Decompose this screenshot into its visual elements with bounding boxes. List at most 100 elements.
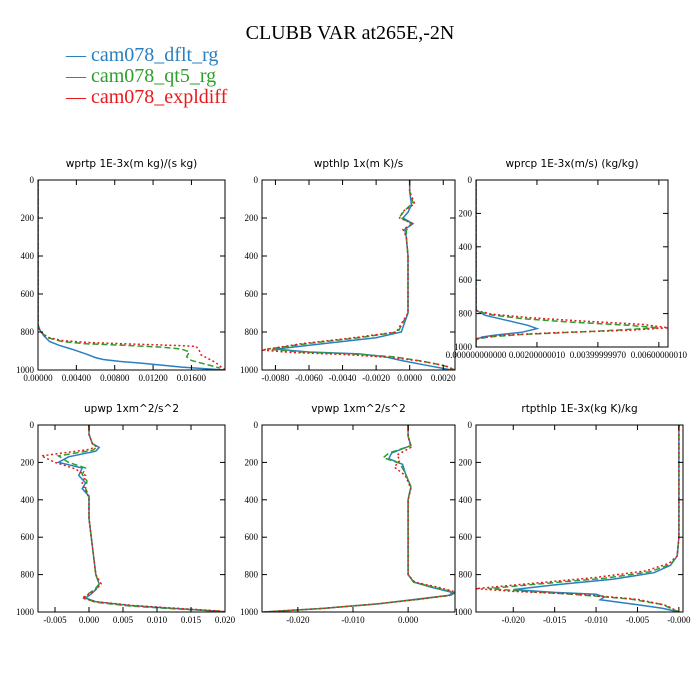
- panel-frame-0: [37, 179, 226, 371]
- ytick-label-2-0: 0: [468, 175, 473, 185]
- panel-title-0: wprtp 1E-3x(m kg)/(s kg): [66, 158, 197, 170]
- ytick-label-1-0: 0: [254, 175, 259, 185]
- legend-item-dflt: — cam078_dflt_rg: [66, 45, 218, 65]
- ytick-label-2-1: 200: [459, 208, 473, 218]
- ytick-label-2-5: 1000: [454, 342, 473, 352]
- legend-swatch-expldiff: —: [66, 86, 91, 108]
- xtick-label-0-3: 0.01200: [138, 373, 168, 383]
- xtick-label-1-1: -0.0060: [295, 373, 323, 383]
- ytick-label-0-1: 200: [21, 213, 35, 223]
- ytick-label-1-5: 1000: [240, 365, 259, 375]
- xtick-label-4-0: -0.020: [286, 615, 310, 625]
- chart-title: CLUBB VAR at265E,-2N: [245, 22, 455, 44]
- panel-frame-3: [37, 424, 226, 613]
- legend-item-qt5: — cam078_qt5_rg: [66, 66, 216, 86]
- series-line-0-0: [38, 180, 225, 370]
- panel-frame-4: [261, 424, 456, 613]
- panel-frame-2: [475, 179, 669, 348]
- xtick-label-5-3: -0.005: [626, 615, 650, 625]
- ytick-label-2-3: 600: [459, 275, 473, 285]
- xtick-label-3-2: 0.005: [113, 615, 134, 625]
- series-line-5-2: [476, 425, 680, 612]
- panel-title-1: wpthlp 1x(m K)/s: [314, 158, 404, 170]
- panel-title-5: rtpthlp 1E-3x(kg K)/kg: [521, 403, 637, 415]
- xtick-label-2-1: 0.00200000010: [509, 350, 566, 360]
- ytick-label-2-4: 800: [459, 309, 473, 319]
- series-line-4-1: [262, 425, 455, 612]
- series-line-4-0: [264, 425, 454, 612]
- xtick-label-1-2: -0.0040: [329, 373, 357, 383]
- ytick-label-1-1: 200: [245, 213, 259, 223]
- legend-label-expldiff: cam078_expldiff: [91, 86, 228, 108]
- legend-swatch-dflt: —: [66, 44, 91, 66]
- panel-title-4: vpwp 1xm^2/s^2: [311, 403, 406, 415]
- legend-label-qt5: cam078_qt5_rg: [91, 65, 217, 87]
- xtick-label-5-0: -0.020: [502, 615, 526, 625]
- ytick-label-3-0: 0: [30, 420, 35, 430]
- xtick-label-3-1: 0.000: [79, 615, 100, 625]
- ytick-label-0-3: 600: [21, 289, 35, 299]
- xtick-label-4-1: -0.010: [341, 615, 365, 625]
- xtick-label-1-0: -0.0080: [262, 373, 290, 383]
- xtick-label-2-3: 0.00600000010: [631, 350, 688, 360]
- xtick-label-4-2: 0.000: [398, 615, 419, 625]
- ytick-label-4-1: 200: [245, 457, 259, 467]
- panel-title-3: upwp 1xm^2/s^2: [84, 403, 179, 415]
- series-line-0-1: [38, 180, 221, 369]
- ytick-label-3-4: 800: [21, 570, 35, 580]
- ytick-label-5-2: 400: [459, 495, 473, 505]
- ytick-label-5-0: 0: [468, 420, 473, 430]
- ytick-label-0-4: 800: [21, 327, 35, 337]
- xtick-label-3-0: -0.005: [43, 615, 67, 625]
- panel-2: wprcp 1E-3x(m/s) (kg/kg) 0 200 400 600 800 100…: [446, 158, 688, 360]
- xtick-label-0-1: 0.00400: [62, 373, 92, 383]
- panel-frame-1: [261, 179, 456, 371]
- ytick-label-1-4: 800: [245, 327, 259, 337]
- series-line-0-2: [38, 180, 225, 370]
- xtick-label-1-5: 0.0020: [431, 373, 456, 383]
- xtick-label-1-4: 0.0000: [397, 373, 422, 383]
- xtick-label-3-4: 0.015: [181, 615, 202, 625]
- series-line-1-2: [262, 180, 455, 370]
- ytick-label-2-2: 400: [459, 242, 473, 252]
- series-line-5-0: [513, 425, 680, 612]
- panel-0: wprtp 1E-3x(m kg)/(s kg) 0 200 400 600 800 100…: [16, 158, 226, 383]
- series-line-1-1: [266, 180, 455, 370]
- xtick-label-5-4: -0.000: [667, 615, 691, 625]
- panel-title-2: wprcp 1E-3x(m/s) (kg/kg): [505, 158, 638, 170]
- ytick-label-1-2: 400: [245, 251, 259, 261]
- series-line-2-2: [476, 180, 668, 347]
- panel-4: vpwp 1xm^2/s^2 0 200 400 600 800 1000 -0.020 -0.…: [240, 403, 456, 625]
- panel-1: wpthlp 1x(m K)/s 0 200 400 600 800 1000-0.0080…: [240, 158, 456, 383]
- series-line-5-1: [488, 425, 680, 612]
- legend-swatch-qt5: —: [66, 65, 91, 87]
- ytick-label-4-0: 0: [254, 420, 259, 430]
- xtick-label-3-5: 0.020: [215, 615, 236, 625]
- ytick-label-4-4: 800: [245, 570, 259, 580]
- series-line-3-2: [38, 425, 225, 612]
- ytick-label-3-2: 400: [21, 495, 35, 505]
- ytick-label-5-5: 1000: [454, 607, 473, 617]
- xtick-label-2-2: 0.00399999970: [570, 350, 627, 360]
- xtick-label-2-0: 0.000000000000: [446, 350, 507, 360]
- ytick-label-0-5: 1000: [16, 365, 35, 375]
- panel-3: upwp 1xm^2/s^2 0 200 400 600 800 1000 -0.005 0.0…: [16, 403, 236, 625]
- ytick-label-3-1: 200: [21, 457, 35, 467]
- xtick-label-5-1: -0.015: [543, 615, 567, 625]
- series-line-2-1: [476, 180, 659, 347]
- xtick-label-1-3: -0.0020: [362, 373, 390, 383]
- ytick-label-0-2: 400: [21, 251, 35, 261]
- xtick-label-0-2: 0.00800: [100, 373, 130, 383]
- ytick-label-5-3: 600: [459, 532, 473, 542]
- series-line-3-0: [56, 425, 225, 612]
- series-line-4-2: [262, 425, 455, 612]
- ytick-label-4-2: 400: [245, 495, 259, 505]
- xtick-label-0-4: 0.01600: [177, 373, 207, 383]
- ytick-label-4-3: 600: [245, 532, 259, 542]
- ytick-label-1-3: 600: [245, 289, 259, 299]
- ytick-label-4-5: 1000: [240, 607, 259, 617]
- xtick-label-5-2: -0.010: [584, 615, 608, 625]
- xtick-label-3-3: 0.010: [147, 615, 168, 625]
- ytick-label-5-4: 800: [459, 570, 473, 580]
